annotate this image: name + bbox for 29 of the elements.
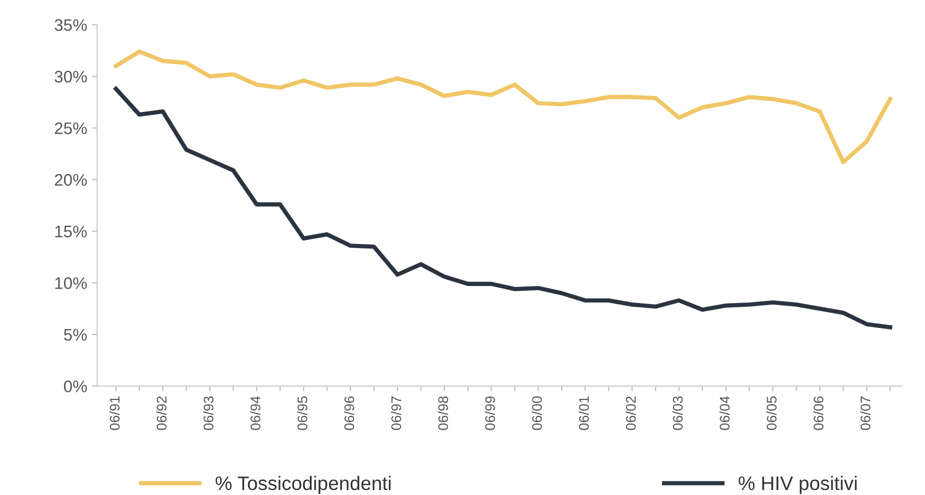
x-tick-label: 06/92	[156, 396, 167, 430]
x-tick-label: 06/07	[860, 396, 870, 430]
x-tick-label: 06/96	[344, 396, 354, 430]
x-tick-label: 06/99	[484, 396, 496, 430]
y-tick-label: 25%	[54, 122, 87, 134]
x-tick-label: 06/91	[109, 396, 120, 430]
x-tick-label: 06/03	[672, 396, 683, 430]
line-series	[114, 50, 892, 164]
y-tick-label: 10%	[55, 277, 87, 290]
x-tick-label: 06/95	[297, 396, 308, 430]
x-tick-label: 06/97	[390, 396, 402, 430]
x-tick-label: 06/05	[766, 396, 777, 430]
y-tick-label: 30%	[54, 70, 87, 83]
x-tick-label: 06/04	[719, 396, 730, 430]
x-tick-label: 06/93	[203, 396, 214, 430]
y-tick-label: 5%	[64, 328, 87, 341]
y-tick-label: 20%	[54, 174, 87, 186]
y-tick-label: 0%	[64, 380, 87, 392]
x-tick-label: 06/00	[532, 396, 542, 430]
x-tick-label: 06/94	[250, 396, 260, 430]
x-tick-label: 06/01	[578, 396, 589, 430]
legend-label: % HIV positivi	[738, 476, 857, 494]
x-tick-label: 06/98	[438, 396, 448, 430]
line-series	[114, 86, 892, 330]
y-tick-label: 15%	[55, 226, 87, 238]
x-tick-label: 06/06	[813, 396, 824, 430]
x-tick-label: 06/02	[626, 396, 636, 430]
y-tick-label: 35%	[54, 19, 87, 31]
legend-label: % Tossicodipendenti	[216, 476, 391, 494]
